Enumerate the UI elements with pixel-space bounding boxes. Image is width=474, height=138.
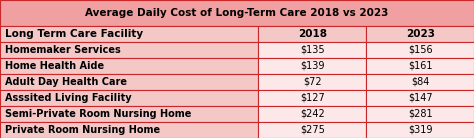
Bar xyxy=(366,106,474,122)
Bar xyxy=(258,90,366,106)
Bar xyxy=(366,58,474,74)
Text: $319: $319 xyxy=(408,125,433,135)
Bar xyxy=(366,74,474,90)
Bar xyxy=(258,58,366,74)
Bar xyxy=(366,122,474,138)
Text: Average Daily Cost of Long-Term Care 2018 vs 2023: Average Daily Cost of Long-Term Care 201… xyxy=(85,8,389,18)
Bar xyxy=(0,106,258,122)
Text: 2018: 2018 xyxy=(298,29,327,39)
Bar xyxy=(0,0,474,26)
Text: Home Health Aide: Home Health Aide xyxy=(5,61,104,71)
Bar xyxy=(0,74,258,90)
Bar xyxy=(366,26,474,42)
Text: Adult Day Health Care: Adult Day Health Care xyxy=(5,77,127,87)
Text: $281: $281 xyxy=(408,109,433,119)
Text: Semi-Private Room Nursing Home: Semi-Private Room Nursing Home xyxy=(5,109,191,119)
Bar xyxy=(0,122,258,138)
Bar xyxy=(258,106,366,122)
Bar xyxy=(258,122,366,138)
Text: $242: $242 xyxy=(300,109,325,119)
Bar xyxy=(366,42,474,58)
Bar xyxy=(0,42,258,58)
Text: $127: $127 xyxy=(300,93,325,103)
Bar xyxy=(0,90,258,106)
Text: Private Room Nursing Home: Private Room Nursing Home xyxy=(5,125,160,135)
Bar xyxy=(366,90,474,106)
Text: $275: $275 xyxy=(300,125,325,135)
Text: $161: $161 xyxy=(408,61,433,71)
Text: $147: $147 xyxy=(408,93,433,103)
Text: $156: $156 xyxy=(408,45,433,55)
Text: $84: $84 xyxy=(411,77,429,87)
Text: $72: $72 xyxy=(303,77,322,87)
Text: $135: $135 xyxy=(300,45,325,55)
Text: Asssited Living Facility: Asssited Living Facility xyxy=(5,93,131,103)
Text: Homemaker Services: Homemaker Services xyxy=(5,45,120,55)
Bar xyxy=(258,42,366,58)
Text: 2023: 2023 xyxy=(406,29,435,39)
Bar xyxy=(0,26,258,42)
Text: $139: $139 xyxy=(300,61,325,71)
Bar xyxy=(0,58,258,74)
Text: Long Term Care Facility: Long Term Care Facility xyxy=(5,29,143,39)
Bar xyxy=(258,26,366,42)
Bar xyxy=(258,74,366,90)
